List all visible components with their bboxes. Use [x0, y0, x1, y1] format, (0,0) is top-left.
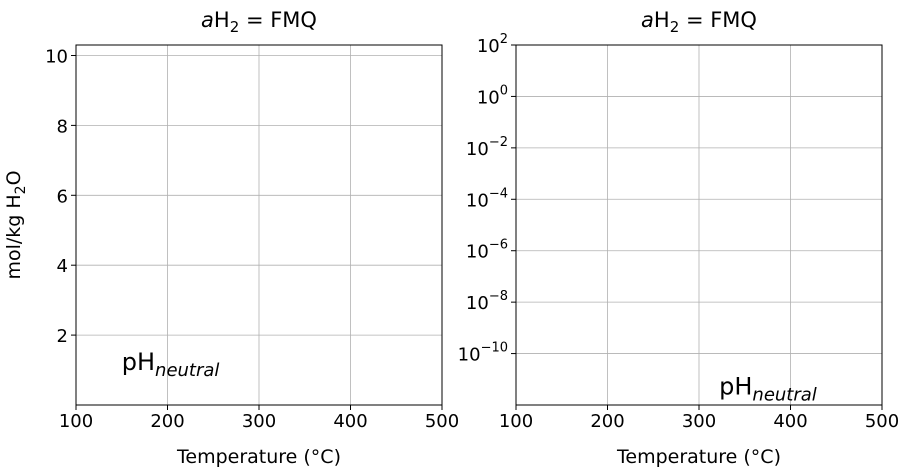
y-tick-label: 8	[57, 116, 68, 137]
x-axis-label: Temperature (°C)	[176, 446, 341, 468]
axes-frame	[75, 44, 443, 406]
x-tick-label: 400	[333, 411, 367, 432]
x-tick-label: 200	[590, 411, 624, 432]
right-plot-panel: 100 200 300 400 500 10−10 10−8 10−6 10−4 10−2 100 1…	[458, 8, 900, 468]
x-tick-label: 300	[242, 411, 276, 432]
y-tick-label: 10−8	[466, 289, 508, 314]
y-tick-label: 10−10	[458, 341, 508, 366]
x-axis-label: Temperature (°C)	[616, 446, 781, 468]
y-tick-label: 10−2	[466, 135, 508, 160]
left-plot-panel: 100 200 300 400 500 2 4 6 8 10 aH2 = FMQ Temperatur…	[3, 8, 459, 468]
y-tick-label: 4	[57, 256, 68, 277]
x-tick-label: 500	[865, 411, 899, 432]
x-tick-label: 200	[150, 411, 184, 432]
y-tick-label: 102	[477, 32, 508, 57]
x-tick-label: 300	[682, 411, 716, 432]
axes-frame	[515, 44, 883, 406]
x-tick-label: 400	[773, 411, 807, 432]
x-tick-label: 100	[59, 411, 93, 432]
x-tick-label: 100	[499, 411, 533, 432]
chart-title: aH2 = FMQ	[201, 8, 317, 36]
y-tick-label: 10−4	[466, 186, 508, 211]
y-tick-label: 6	[57, 186, 68, 207]
y-tick-label: 10−6	[466, 238, 508, 263]
y-axis-label: mol/kg H2O	[3, 170, 29, 279]
chart-title: aH2 = FMQ	[641, 8, 757, 36]
x-tick-label: 500	[425, 411, 459, 432]
ph-neutral-annotation: pHneutral	[719, 373, 817, 406]
y-tick-label: 2	[57, 326, 68, 347]
y-tick-label: 100	[477, 83, 508, 108]
y-tick-label: 10	[45, 46, 68, 67]
ph-neutral-annotation: pHneutral	[122, 348, 220, 381]
